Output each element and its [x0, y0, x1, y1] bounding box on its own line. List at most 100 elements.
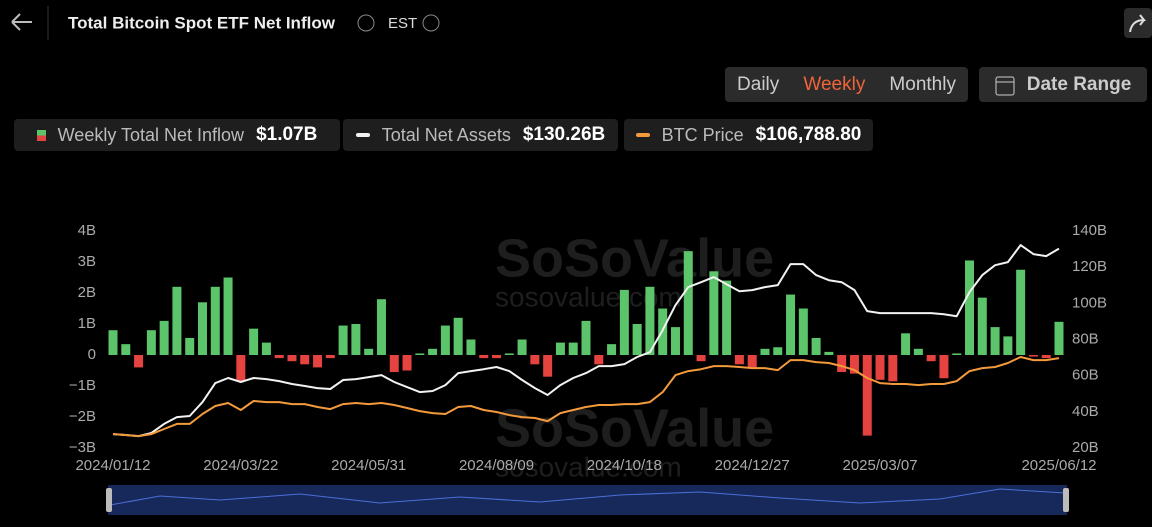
bar [223, 277, 233, 355]
bar [146, 330, 156, 355]
x-tick-label: 2024/08/09 [459, 457, 534, 474]
bar [555, 342, 565, 355]
bar [760, 348, 770, 355]
bar [1016, 269, 1026, 355]
bar [913, 348, 923, 355]
legend-label: Weekly Total Net Inflow [57, 124, 245, 145]
bar [683, 251, 693, 355]
bar [709, 271, 719, 355]
calendar-icon [995, 76, 1015, 95]
legend-swatch [635, 133, 650, 137]
bar [696, 355, 706, 362]
legend-swatch [355, 133, 370, 137]
bar [837, 355, 847, 373]
line [112, 244, 1060, 438]
period-selector: Daily Weekly Monthly [725, 67, 968, 102]
legend-value: $130.26B [522, 124, 606, 145]
x-tick-label: 2024/03/22 [203, 457, 278, 474]
legend-value: $106,788.80 [755, 124, 862, 145]
bar [670, 327, 680, 355]
period-option[interactable]: Weekly [803, 73, 866, 95]
bar [824, 351, 834, 355]
bar [287, 355, 297, 362]
bar [811, 337, 821, 355]
bar [1028, 355, 1038, 357]
y-tick-label: −2B [69, 408, 96, 425]
x-tick-label: 2024/10/18 [587, 457, 662, 474]
bar [632, 324, 642, 355]
bar [581, 320, 591, 355]
period-option[interactable]: Monthly [889, 73, 956, 95]
x-tick-label: 2024/01/12 [75, 457, 150, 474]
bar [901, 333, 911, 355]
bar [313, 355, 323, 368]
date-range-button[interactable]: Date Range [979, 67, 1147, 102]
bar [594, 355, 604, 365]
bar [965, 260, 975, 355]
y-tick-label: 3B [78, 253, 96, 270]
share-button[interactable] [1124, 8, 1152, 38]
bar [849, 355, 859, 374]
y2-tick-label: 100B [1072, 294, 1107, 311]
y2-tick-label: 40B [1072, 403, 1099, 420]
bar [773, 347, 783, 355]
navigator-handle[interactable] [106, 488, 112, 512]
bar [428, 348, 438, 355]
y2-tick-label: 60B [1072, 367, 1099, 384]
x-tick-label: 2025/03/07 [842, 457, 917, 474]
back-arrow[interactable] [11, 13, 32, 31]
x-tick-label: 2024/05/31 [331, 457, 406, 474]
bar [415, 353, 425, 355]
bar [990, 327, 1000, 355]
line [112, 356, 1060, 438]
bar [389, 355, 399, 373]
bar [159, 320, 169, 355]
legend-item[interactable]: BTC Price $106,788.80 [624, 119, 873, 151]
bar [952, 353, 962, 355]
period-option[interactable]: Daily [737, 73, 780, 95]
bar [607, 344, 617, 355]
y-tick-label: 2B [78, 284, 96, 301]
bar [134, 355, 144, 368]
bar [517, 339, 527, 355]
bar [504, 353, 514, 355]
bar [645, 286, 655, 355]
navigator-handle[interactable] [1063, 488, 1069, 512]
info-icon[interactable] [357, 14, 375, 32]
bar [786, 294, 796, 355]
bar [1041, 355, 1051, 359]
legend-item[interactable]: Weekly Total Net Inflow $1.07B [14, 119, 340, 151]
legend-item[interactable]: Total Net Assets $130.26B [343, 119, 618, 151]
legend-swatch [36, 129, 46, 141]
share-icon [1129, 14, 1147, 33]
bar [249, 328, 259, 355]
bar [466, 339, 476, 355]
legend-value: $1.07B [256, 124, 318, 145]
bar [376, 299, 386, 355]
legend-label: Total Net Assets [381, 124, 511, 145]
y2-tick-label: 140B [1072, 222, 1107, 239]
bar [530, 355, 540, 365]
y2-tick-label: 120B [1072, 258, 1107, 275]
bar [351, 324, 361, 355]
y-tick-label: 0 [88, 346, 96, 363]
bar [172, 286, 182, 355]
y-tick-label: 1B [78, 315, 96, 332]
legend-label: BTC Price [661, 124, 744, 145]
watermark: SoSoValue sosovalue.com SoSoValue sosova… [495, 228, 774, 482]
info-icon[interactable] [422, 14, 440, 32]
bar [440, 325, 450, 355]
bar [236, 355, 246, 382]
page-title: Total Bitcoin Spot ETF Net Inflow [68, 13, 336, 32]
bar [325, 355, 335, 359]
bar [722, 280, 732, 355]
y2-tick-label: 20B [1072, 439, 1099, 456]
bar [619, 289, 629, 355]
bar [274, 355, 284, 359]
bar [888, 355, 898, 382]
navigator[interactable] [108, 485, 1067, 515]
watermark-site: sosovalue.com [495, 451, 682, 482]
timezone: EST [388, 15, 417, 32]
